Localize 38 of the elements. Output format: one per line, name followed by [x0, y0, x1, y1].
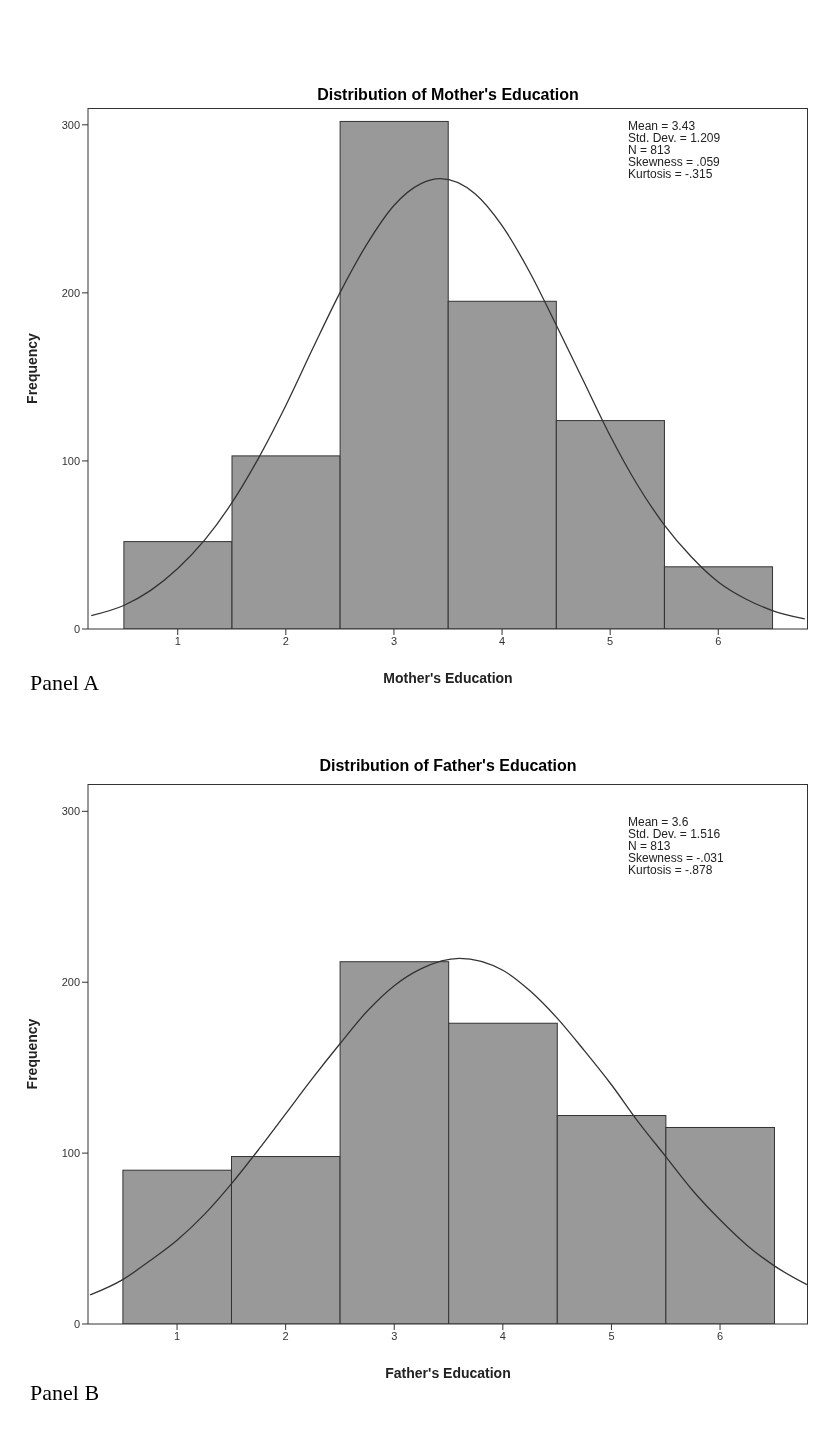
chart-title: Distribution of Father's Education: [318, 757, 578, 775]
x-tick-label: 2: [282, 634, 289, 647]
annotation: Mean = 3.6: [628, 815, 690, 829]
y-axis-title: Frequency: [23, 332, 40, 404]
x-tick-label: 3: [390, 634, 398, 647]
y-tick-label: 100: [61, 1147, 80, 1160]
x-tick-label: 5: [608, 1329, 615, 1342]
y-axis-title: Frequency: [23, 1018, 40, 1090]
y-tick-label: 100: [61, 454, 80, 467]
x-tick-label: 4: [499, 1329, 506, 1342]
x-tick-label: 5: [607, 634, 614, 647]
annotation: Kurtosis = -.315: [628, 167, 714, 181]
x-axis-title: Father's Education: [385, 1365, 511, 1381]
x-axis-title: Mother's Education: [383, 670, 513, 686]
x-tick-label: 6: [716, 1329, 724, 1342]
annotation: Skewness = -.031: [628, 851, 724, 865]
x-tick-label: 1: [173, 1329, 181, 1342]
annotation: N = 813: [628, 143, 672, 157]
y-tick-label: 200: [61, 286, 80, 299]
text: Panel B: [30, 1380, 100, 1406]
annotation: Std. Dev. = 1.209: [628, 131, 721, 145]
y-tick-label: 300: [61, 805, 80, 818]
y-tick-label: 0: [73, 1317, 80, 1330]
y-tick-label: 300: [61, 118, 80, 131]
annotation: Mean = 3.43: [628, 119, 697, 133]
x-tick-label: 2: [282, 1329, 289, 1342]
annotation: Kurtosis = -.878: [628, 863, 714, 877]
y-tick-label: 0: [73, 622, 80, 635]
x-tick-label: 3: [391, 1329, 398, 1342]
chart-title: Distribution of Mother's Education: [316, 86, 580, 104]
annotation: N = 813: [628, 839, 672, 853]
text: Panel A: [30, 670, 100, 696]
x-tick-label: 4: [498, 634, 506, 647]
annotation: Skewness = .059: [628, 155, 721, 169]
x-tick-label: 1: [174, 634, 181, 647]
x-tick-label: 6: [715, 634, 722, 647]
annotation: Std. Dev. = 1.516: [628, 827, 722, 841]
y-tick-label: 200: [61, 976, 80, 989]
